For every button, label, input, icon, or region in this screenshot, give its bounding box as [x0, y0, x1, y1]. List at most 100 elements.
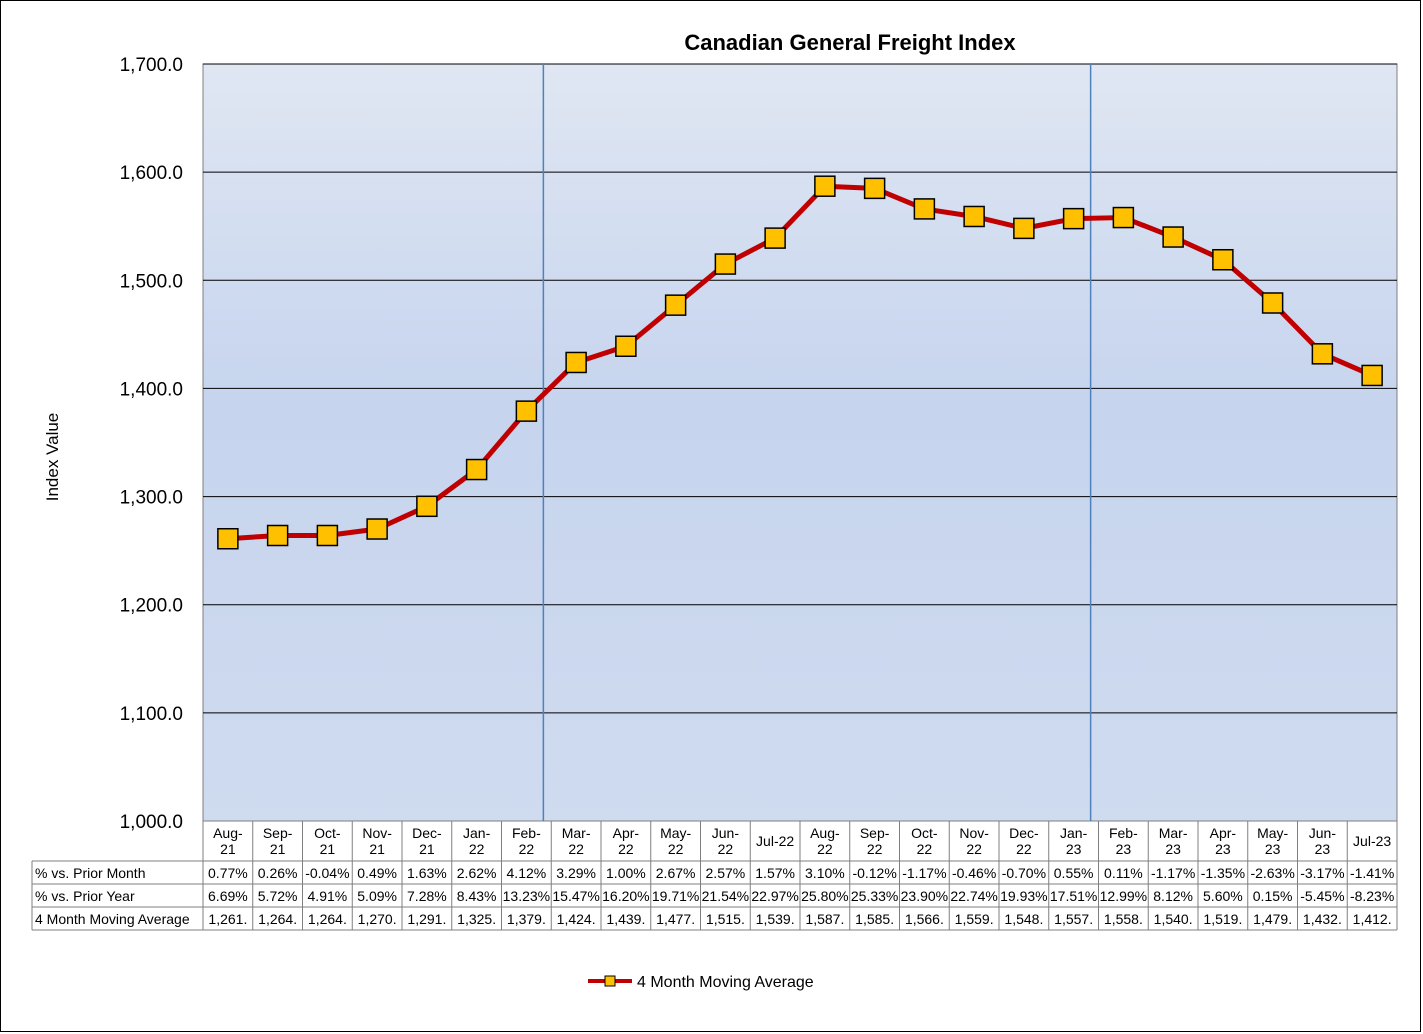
table-cell: 1,439. [606, 911, 645, 927]
table-cell: 4.12% [507, 865, 547, 881]
table-cell: 2.57% [706, 865, 746, 881]
data-point-marker [863, 177, 886, 200]
table-cell: 2.67% [656, 865, 696, 881]
x-category-label: Sep- [860, 825, 890, 841]
data-point-marker [1261, 292, 1284, 314]
x-category-label: 22 [668, 841, 684, 857]
y-tick-label: 1,300.0 [120, 488, 183, 509]
table-cell: 8.12% [1153, 888, 1193, 904]
table-cell: -3.17% [1300, 865, 1344, 881]
x-category-label: 21 [220, 841, 236, 857]
x-category-label: Dec- [1009, 825, 1039, 841]
x-category-label: Jul-22 [756, 833, 794, 849]
table-cell: 5.72% [258, 888, 298, 904]
table-cell: 1,585. [855, 911, 894, 927]
table-cell: 1.57% [755, 865, 795, 881]
table-cell: 1,261. [208, 911, 247, 927]
table-cell: 1,479. [1253, 911, 1292, 927]
data-point-marker [217, 527, 239, 550]
x-category-label: 22 [718, 841, 734, 857]
x-category-label: Nov- [362, 825, 392, 841]
table-cell: 0.55% [1054, 865, 1094, 881]
x-category-label: 23 [1315, 841, 1331, 857]
data-point-marker [615, 335, 637, 358]
table-cell: 1,412. [1353, 911, 1392, 927]
table-cell: 1,379. [507, 911, 546, 927]
x-category-label: Mar- [562, 825, 591, 841]
table-cell: 1.00% [606, 865, 646, 881]
table-cell: 22.97% [751, 888, 798, 904]
table-cell: 3.10% [805, 865, 845, 881]
data-point-marker [963, 205, 985, 228]
data-point-marker [664, 294, 687, 316]
data-point-marker [266, 524, 289, 547]
table-cell: 1,539. [756, 911, 795, 927]
x-category-label: Jun- [712, 825, 740, 841]
table-row-label: % vs. Prior Month [35, 865, 145, 881]
y-tick-label: 1,700.0 [120, 55, 183, 76]
data-point-marker [1361, 364, 1383, 387]
chart-title: Canadian General Freight Index [684, 30, 1016, 55]
x-category-label: 21 [369, 841, 385, 857]
table-cell: 5.09% [357, 888, 397, 904]
table-cell: -5.45% [1300, 888, 1344, 904]
x-category-label: Aug- [810, 825, 840, 841]
data-point-marker [515, 400, 538, 422]
x-category-label: 22 [917, 841, 933, 857]
table-cell: -0.46% [952, 865, 996, 881]
x-category-label: Feb- [1109, 825, 1138, 841]
x-category-label: 22 [966, 841, 982, 857]
x-category-label: Jun- [1309, 825, 1337, 841]
table-cell: 1,540. [1154, 911, 1193, 927]
table-cell: 1,558. [1104, 911, 1143, 927]
table-cell: 6.69% [208, 888, 248, 904]
table-cell: 5.60% [1203, 888, 1243, 904]
table-cell: 1,566. [905, 911, 944, 927]
table-cell: 19.71% [652, 888, 699, 904]
table-cell: 0.11% [1104, 865, 1143, 881]
table-cell: 0.49% [357, 865, 397, 881]
table-cell: 13.23% [503, 888, 550, 904]
data-table: Aug-21Sep-21Oct-21Nov-21Dec-21Jan-22Feb-… [31, 821, 1398, 931]
table-cell: 1,559. [955, 911, 994, 927]
table-cell: 1.63% [407, 865, 447, 881]
legend-marker-swatch [604, 975, 616, 987]
x-category-label: Dec- [412, 825, 442, 841]
x-category-label: 22 [469, 841, 485, 857]
table-cell: 12.99% [1100, 888, 1147, 904]
x-category-label: 23 [1265, 841, 1281, 857]
x-category-label: 22 [568, 841, 584, 857]
data-point-marker [814, 175, 836, 197]
plot-background [202, 63, 1398, 822]
table-cell: 4.91% [308, 888, 348, 904]
data-point-marker [316, 524, 339, 547]
table-row-label: % vs. Prior Year [35, 888, 135, 904]
table-cell: 0.26% [258, 865, 298, 881]
x-category-label: May- [660, 825, 691, 841]
data-point-marker [1212, 248, 1234, 271]
table-cell: 1,270. [358, 911, 397, 927]
x-category-label: 23 [1165, 841, 1181, 857]
table-cell: 19.93% [1000, 888, 1047, 904]
table-cell: 3.29% [556, 865, 596, 881]
table-cell: -1.41% [1350, 865, 1394, 881]
y-tick-label: 1,500.0 [120, 271, 183, 292]
x-category-label: May- [1257, 825, 1288, 841]
table-cell: 0.77% [208, 865, 248, 881]
table-cell: 21.54% [702, 888, 749, 904]
table-cell: 23.90% [901, 888, 948, 904]
table-row-label: 4 Month Moving Average [35, 911, 190, 927]
x-category-label: Jul-23 [1353, 833, 1391, 849]
x-category-label: 23 [1066, 841, 1082, 857]
x-category-label: 23 [1116, 841, 1132, 857]
table-cell: 7.28% [407, 888, 447, 904]
table-cell: 25.80% [801, 888, 848, 904]
x-category-label: Jan- [1060, 825, 1088, 841]
x-category-label: Mar- [1159, 825, 1188, 841]
table-cell: 1,264. [258, 911, 297, 927]
table-cell: 1,424. [557, 911, 596, 927]
table-cell: 2.62% [457, 865, 497, 881]
table-cell: 1,515. [706, 911, 745, 927]
table-cell: 15.47% [552, 888, 599, 904]
table-cell: 1,432. [1303, 911, 1342, 927]
